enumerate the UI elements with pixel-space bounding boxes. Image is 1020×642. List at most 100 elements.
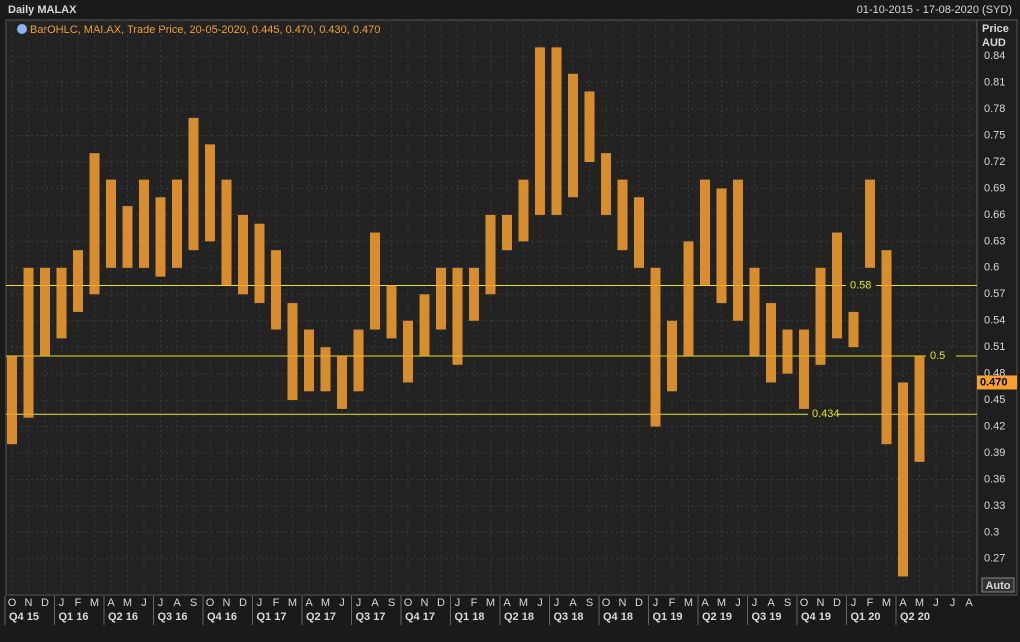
y-tick-label: 0.84	[984, 50, 1005, 62]
range-bar	[634, 197, 644, 268]
quarter-label: Q4 19	[801, 611, 831, 623]
range-bar	[155, 197, 166, 277]
quarter-label: Q4 15	[9, 611, 39, 623]
level-label-bg	[846, 278, 876, 293]
x-tick-label: A	[767, 597, 775, 609]
x-tick-label: D	[239, 597, 247, 609]
x-tick-label: J	[141, 597, 147, 609]
x-tick-label: M	[882, 597, 891, 609]
quarter-label: Q2 18	[504, 611, 534, 623]
y-tick-label: 0.3	[984, 526, 999, 538]
range-bar	[716, 188, 727, 304]
range-bar	[254, 223, 265, 304]
x-tick-label: S	[784, 597, 791, 609]
range-bar	[881, 250, 892, 445]
range-bar	[865, 179, 875, 268]
quarter-label: Q1 16	[59, 611, 89, 623]
y-tick-label: 0.63	[984, 235, 1005, 247]
legend-icon	[17, 24, 27, 34]
axis-title: Price	[982, 23, 1009, 35]
x-tick-label: O	[404, 597, 413, 609]
x-tick-label: O	[602, 597, 611, 609]
range-bar	[502, 214, 512, 251]
date-range: 01-10-2015 - 17-08-2020 (SYD)	[857, 4, 1012, 16]
auto-button[interactable]	[981, 577, 1015, 593]
legend: BarOHLC, MAI.AX, Trade Price, 20-05-2020…	[30, 24, 380, 36]
range-bar	[617, 179, 628, 251]
quarter-label: Q3 17	[356, 611, 386, 623]
x-tick-label: J	[950, 597, 956, 609]
quarter-label: Q2 16	[108, 611, 138, 623]
x-tick-label: S	[190, 597, 197, 609]
x-tick-label: A	[173, 597, 181, 609]
x-tick-label: J	[554, 597, 560, 609]
range-bar	[584, 91, 595, 162]
range-bar	[89, 153, 100, 295]
range-bar	[205, 144, 215, 242]
y-tick-label: 0.45	[984, 394, 1005, 406]
quarter-label: Q3 16	[158, 611, 188, 623]
x-tick-label: M	[321, 597, 330, 609]
y-tick-label: 0.42	[984, 420, 1005, 432]
axis-panel	[976, 19, 1018, 596]
range-bar	[799, 329, 809, 409]
auto-button-label[interactable]: Auto	[985, 580, 1010, 592]
x-tick-label: O	[8, 597, 17, 609]
x-tick-label: M	[519, 597, 528, 609]
x-tick-label: F	[471, 597, 478, 609]
y-tick-label: 0.78	[984, 103, 1005, 115]
x-tick-label: D	[437, 597, 445, 609]
range-bar	[815, 267, 826, 365]
x-tick-label: J	[257, 597, 263, 609]
x-tick-label: J	[339, 597, 345, 609]
range-bar	[914, 356, 925, 462]
x-tick-label: F	[273, 597, 280, 609]
x-tick-label: M	[486, 597, 495, 609]
range-bar	[370, 232, 380, 330]
x-tick-label: F	[867, 597, 874, 609]
range-bar	[700, 179, 710, 286]
x-tick-label: J	[933, 597, 939, 609]
quarter-label: Q1 18	[455, 611, 485, 623]
range-bar	[188, 117, 199, 251]
y-tick-label: 0.36	[984, 473, 1005, 485]
x-tick-label: M	[90, 597, 99, 609]
range-bar	[337, 356, 347, 409]
range-bar	[568, 73, 578, 198]
range-bar	[782, 329, 793, 374]
quarter-label: Q2 20	[900, 611, 930, 623]
x-tick-label: O	[206, 597, 215, 609]
x-tick-label: M	[915, 597, 924, 609]
range-bar	[518, 179, 529, 242]
range-bar	[73, 250, 83, 312]
x-tick-label: N	[223, 597, 231, 609]
range-bar	[601, 153, 611, 215]
level-label-bg	[926, 349, 956, 364]
y-tick-label: 0.33	[984, 500, 1005, 512]
range-bar	[551, 47, 562, 215]
y-tick-label: 0.27	[984, 553, 1005, 565]
x-tick-label: N	[421, 597, 429, 609]
x-tick-label: D	[635, 597, 643, 609]
range-bar	[436, 267, 446, 330]
range-bar	[667, 320, 677, 392]
range-bar	[485, 214, 496, 295]
range-bar	[386, 285, 397, 339]
quarter-label: Q3 18	[554, 611, 584, 623]
range-bar	[304, 329, 314, 392]
x-tick-label: O	[800, 597, 809, 609]
x-tick-label: J	[653, 597, 659, 609]
range-bar	[452, 267, 463, 365]
range-bar	[848, 311, 859, 348]
x-tick-label: A	[503, 597, 511, 609]
x-tick-label: J	[735, 597, 741, 609]
quarter-label: Q1 19	[653, 611, 683, 623]
range-bar	[56, 267, 67, 339]
x-tick-label: D	[833, 597, 841, 609]
y-tick-label: 0.39	[984, 447, 1005, 459]
range-bar	[535, 47, 545, 215]
range-bar	[172, 179, 182, 268]
range-bar	[469, 267, 479, 321]
plot-area	[5, 19, 978, 596]
